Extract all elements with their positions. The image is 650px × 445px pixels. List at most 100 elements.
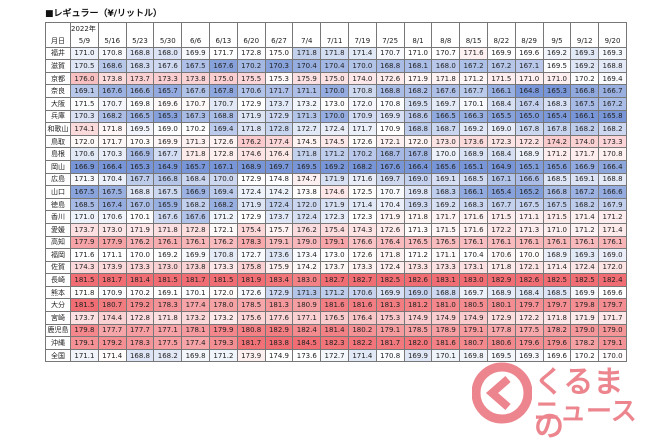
value-cell: 181.5: [70, 298, 99, 313]
value-cell: 179.2: [97, 336, 127, 350]
value-cell: 168.2: [181, 197, 210, 212]
header-cell: [292, 22, 322, 35]
value-cell: 171.9: [236, 109, 266, 124]
value-cell: 166.9: [181, 185, 210, 199]
value-cell: 165.9: [153, 197, 183, 212]
value-cell: 178.5: [403, 323, 433, 338]
value-cell: 167.7: [125, 172, 155, 187]
value-cell: 172.9: [236, 210, 266, 224]
value-cell: 167.6: [153, 210, 183, 224]
value-cell: 170.5: [70, 59, 99, 73]
value-cell: 183.1: [431, 273, 461, 287]
value-cell: 171.8: [403, 210, 433, 224]
value-cell: 168.9: [236, 159, 266, 174]
value-cell: 180.7: [97, 298, 127, 313]
value-cell: 168.4: [514, 285, 544, 300]
value-cell: 173.0: [320, 96, 349, 111]
value-cell: 180.8: [236, 323, 266, 338]
value-cell: 171.2: [208, 210, 238, 224]
value-cell: 182.2: [347, 336, 377, 350]
value-cell: 175.5: [236, 71, 266, 86]
value-cell: 176.4: [375, 235, 405, 250]
row-name: 高知: [45, 235, 71, 250]
value-cell: 169.9: [403, 348, 433, 363]
row-name: 鹿児島: [45, 323, 71, 338]
value-cell: 171.8: [375, 248, 405, 262]
value-cell: 183.4: [264, 273, 294, 287]
value-cell: 173.2: [208, 311, 238, 325]
value-cell: 182.6: [403, 273, 433, 287]
value-cell: 168.0: [153, 46, 183, 61]
value-cell: 170.8: [375, 96, 405, 111]
value-cell: 178.1: [181, 323, 210, 338]
value-cell: 171.0: [514, 71, 544, 86]
value-cell: 168.2: [598, 122, 627, 136]
value-cell: 171.4: [97, 348, 127, 363]
value-cell: 171.2: [598, 210, 627, 224]
value-cell: 173.6: [264, 248, 294, 262]
value-cell: 175.0: [208, 71, 238, 86]
value-cell: 171.7: [208, 46, 238, 61]
value-cell: 172.3: [486, 134, 516, 149]
value-cell: 173.7: [70, 311, 99, 325]
value-cell: 166.9: [70, 159, 99, 174]
price-table: 2022年 月日 5/9 5/16 5/23 5/30 6/6 6/13 6/20 6/27 7/4…: [45, 22, 627, 363]
value-cell: 171.8: [181, 147, 210, 161]
value-cell: 172.0: [70, 134, 99, 149]
value-cell: 171.8: [292, 147, 322, 161]
value-cell: 173.7: [125, 71, 155, 86]
value-cell: 168.4: [181, 172, 210, 187]
row: 愛媛 173.7 173.0 171.9 171.8 172.8 172.1 175.4 175…: [45, 222, 627, 237]
value-cell: 173.6: [292, 348, 322, 363]
value-cell: 170.1: [431, 348, 461, 363]
value-cell: 174.5: [292, 134, 322, 149]
value-cell: 172.6: [208, 134, 238, 149]
value-cell: 174.2: [264, 185, 294, 199]
header-cell: [375, 22, 405, 35]
value-cell: 171.6: [347, 172, 377, 187]
value-cell: 174.2: [542, 134, 572, 149]
value-cell: 170.7: [208, 96, 238, 111]
row: 和歌山 174.1 171.8 169.5 169.0 170.2 169.4 171.8 17…: [45, 122, 627, 136]
value-cell: 171.0: [542, 71, 572, 86]
value-cell: 169.1: [431, 172, 461, 187]
value-cell: 177.1: [292, 311, 322, 325]
value-cell: 171.5: [486, 210, 516, 224]
value-cell: 170.6: [97, 210, 127, 224]
value-cell: 173.3: [153, 71, 183, 86]
value-cell: 174.6: [320, 185, 349, 199]
value-cell: 169.9: [375, 285, 405, 300]
value-cell: 170.1: [459, 96, 488, 111]
row-name: 大阪: [45, 96, 71, 111]
row: 大分 181.5 180.7 179.2 178.3 177.4 178.0 178.5 181…: [45, 298, 627, 313]
value-cell: 170.4: [320, 59, 349, 73]
value-cell: 171.2: [403, 248, 433, 262]
value-cell: 169.5: [125, 122, 155, 136]
value-cell: 177.5: [514, 323, 544, 338]
value-cell: 171.8: [70, 285, 99, 300]
value-cell: 172.6: [375, 71, 405, 86]
value-cell: 170.8: [347, 84, 377, 98]
value-cell: 181.7: [236, 336, 266, 350]
value-cell: 170.2: [347, 147, 377, 161]
value-cell: 170.4: [375, 197, 405, 212]
value-cell: 170.4: [292, 59, 322, 73]
value-cell: 172.2: [514, 311, 544, 325]
value-cell: 171.4: [542, 260, 572, 275]
value-cell: 171.8: [153, 311, 183, 325]
value-cell: 169.7: [264, 159, 294, 174]
value-cell: 169.0: [598, 248, 627, 262]
value-cell: 172.8: [181, 222, 210, 237]
value-cell: 173.3: [347, 260, 377, 275]
column-header: 9/12: [570, 35, 600, 48]
value-cell: 168.2: [403, 84, 433, 98]
value-cell: 171.9: [236, 197, 266, 212]
row-name: 奈良: [45, 84, 71, 98]
value-cell: 171.3: [70, 172, 99, 187]
header-cell: [459, 22, 488, 35]
header-cell: [181, 22, 210, 35]
column-header: 7/11: [320, 35, 349, 48]
value-cell: 171.8: [153, 222, 183, 237]
value-cell: 179.7: [542, 298, 572, 313]
row-name: 滋賀: [45, 59, 71, 73]
